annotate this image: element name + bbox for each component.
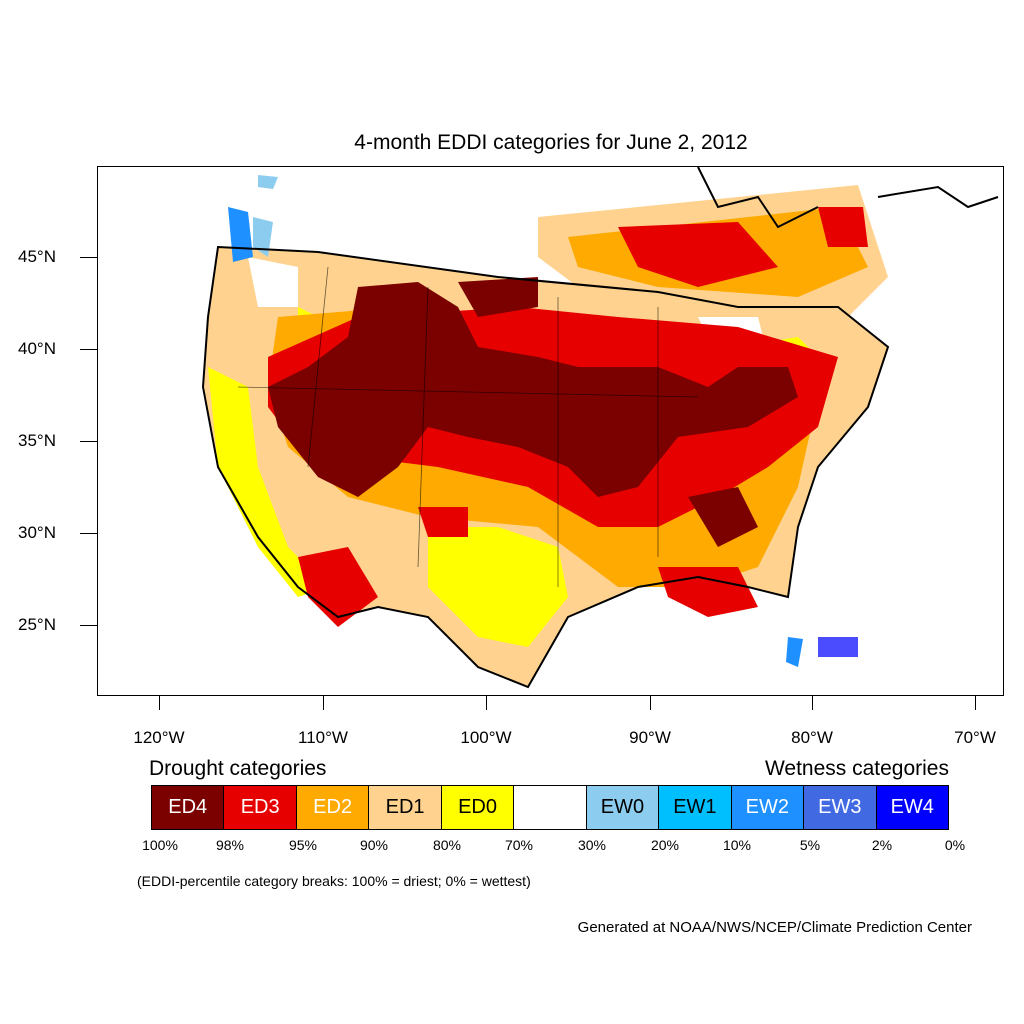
break-label: 2%	[871, 837, 893, 853]
lon-label-80: 80°W	[791, 728, 833, 747]
lat-label-25: 25°N	[18, 615, 56, 634]
legend-cell-ed2: ED2	[296, 786, 370, 829]
eddi-map	[201, 167, 999, 689]
lon-label-110: 110°W	[298, 728, 348, 747]
wetness-heading: Wetness categories	[764, 757, 949, 780]
legend-cell-ew2: EW2	[731, 786, 805, 829]
drought-heading: Drought categories	[149, 757, 327, 780]
legend-cell-ed0: ED0	[441, 786, 515, 829]
break-label: 20%	[650, 837, 680, 853]
break-label: 100%	[142, 837, 178, 853]
break-label: 90%	[359, 837, 389, 853]
legend-cell-ew3: EW3	[804, 786, 877, 829]
lon-tick-70	[975, 696, 976, 710]
break-label: 30%	[577, 837, 607, 853]
lat-label-30: 30°N	[18, 523, 56, 542]
lat-tick-25	[80, 625, 97, 626]
lon-label-100: 100°W	[460, 728, 512, 747]
legend-colorbar: ED4 ED3 ED2 ED1 ED0 EW0 EW1 EW2 EW3 EW4	[151, 785, 949, 830]
map-title: 4-month EDDI categories for June 2, 2012	[354, 131, 748, 154]
lat-label-35: 35°N	[18, 431, 56, 450]
lon-tick-100	[486, 696, 487, 710]
lat-tick-35	[80, 441, 97, 442]
break-label: 98%	[215, 837, 245, 853]
credit-line: Generated at NOAA/NWS/NCEP/Climate Predi…	[577, 919, 972, 936]
legend-cell-ew0: EW0	[586, 786, 660, 829]
legend-cell-ed4: ED4	[152, 786, 225, 829]
lon-label-120: 120°W	[133, 728, 185, 747]
lat-label-45: 45°N	[18, 247, 56, 266]
lat-tick-30	[80, 533, 97, 534]
break-label: 0%	[944, 837, 966, 853]
break-label: 80%	[432, 837, 462, 853]
lat-tick-45	[80, 257, 97, 258]
break-label: 10%	[722, 837, 752, 853]
break-label: 95%	[288, 837, 318, 853]
lon-tick-120	[159, 696, 160, 710]
lon-label-90: 90°W	[629, 728, 671, 747]
legend-cell-ew1: EW1	[659, 786, 732, 829]
legend-cell-neutral	[514, 786, 587, 829]
category-breaks-note: (EDDI-percentile category breaks: 100% =…	[137, 873, 531, 889]
legend-cell-ed1: ED1	[369, 786, 442, 829]
break-label: 70%	[504, 837, 534, 853]
lon-label-70: 70°W	[954, 728, 996, 747]
lat-tick-40	[80, 349, 97, 350]
break-label: 5%	[799, 837, 821, 853]
legend-cell-ed3: ED3	[224, 786, 297, 829]
map-panel	[97, 166, 1004, 696]
lon-tick-110	[323, 696, 324, 710]
lon-tick-90	[650, 696, 651, 710]
lon-tick-80	[812, 696, 813, 710]
lat-label-40: 40°N	[18, 339, 56, 358]
legend-cell-ew4: EW4	[876, 786, 948, 829]
